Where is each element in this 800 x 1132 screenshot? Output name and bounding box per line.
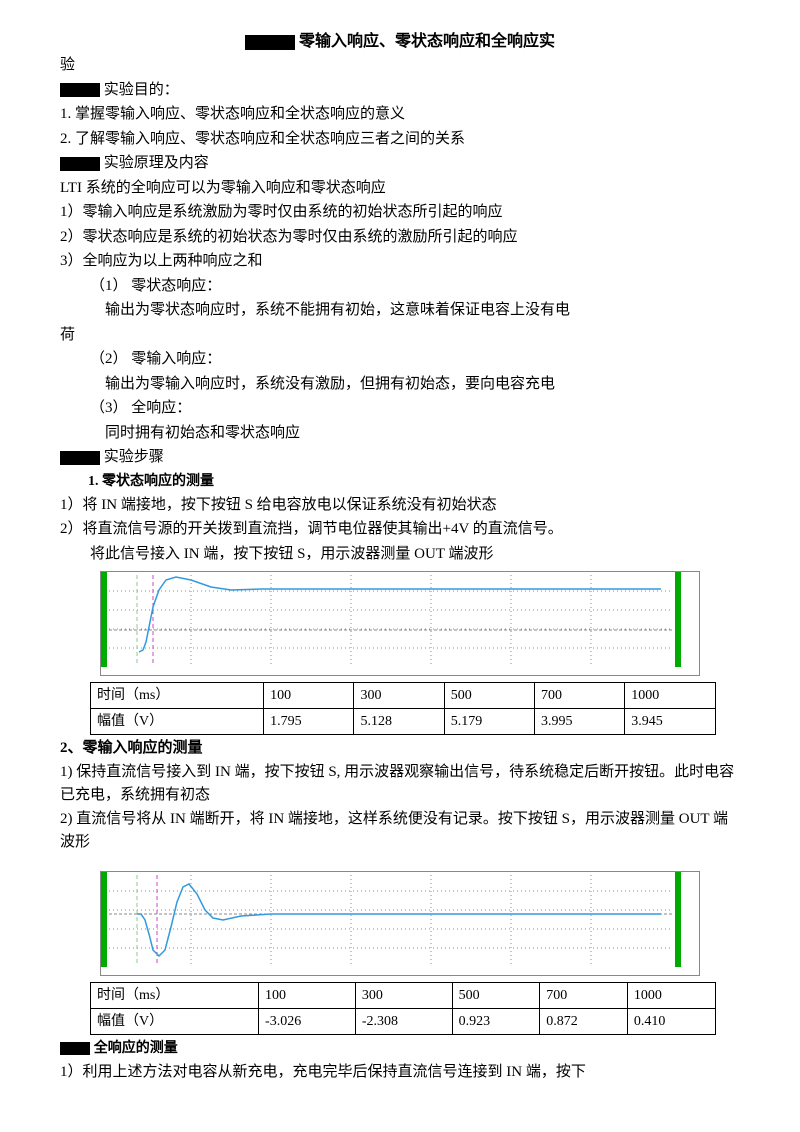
td: 3.945	[625, 708, 715, 734]
table-row: 幅值（V） 1.795 5.128 5.179 3.995 3.945	[91, 708, 716, 734]
td: -3.026	[259, 1008, 356, 1034]
section4-step2: 2) 直流信号将从 IN 端断开，将 IN 端接地，这样系统便没有记录。按下按钮…	[60, 808, 740, 853]
td: 5.128	[354, 708, 444, 734]
td: 0.410	[627, 1008, 715, 1034]
steps-sub1-title: 1. 零状态响应的测量	[60, 471, 740, 492]
redacted-block	[60, 83, 100, 97]
title-line: 零输入响应、零状态响应和全响应实	[60, 30, 740, 54]
th: 500	[444, 682, 534, 708]
th: 时间（ms）	[91, 682, 264, 708]
heading-text: 实验目的：	[104, 82, 179, 98]
td: 幅值（V）	[91, 1008, 259, 1034]
th: 700	[540, 982, 628, 1008]
section-principle-heading: 实验原理及内容	[60, 152, 740, 175]
td: 1.795	[264, 708, 354, 734]
th: 300	[355, 982, 452, 1008]
steps-sub1-step1: 1）将 IN 端接地，按下按钮 S 给电容放电以保证系统没有初始状态	[60, 494, 740, 517]
redacted-block	[60, 1042, 90, 1055]
td: 幅值（V）	[91, 708, 264, 734]
th: 500	[452, 982, 540, 1008]
principle-line2: 1）零输入响应是系统激励为零时仅由系统的初始状态所引起的响应	[60, 201, 740, 224]
redacted-block	[60, 451, 100, 465]
data-table-2: 时间（ms） 100 300 500 700 1000 幅值（V） -3.026…	[90, 982, 716, 1035]
data-table-1: 时间（ms） 100 300 500 700 1000 幅值（V） 1.795 …	[90, 682, 716, 735]
heading-text: 实验原理及内容	[104, 155, 209, 171]
section4-step1: 1) 保持直流信号接入到 IN 端，按下按钮 S, 用示波器观察输出信号，待系统…	[60, 761, 740, 806]
section4-title: 2、零输入响应的测量	[60, 737, 740, 760]
th: 1000	[627, 982, 715, 1008]
section-steps-heading: 实验步骤	[60, 446, 740, 469]
oscilloscope-chart-2	[100, 871, 700, 976]
title-text: 零输入响应、零状态响应和全响应实	[299, 33, 555, 50]
td: -2.308	[355, 1008, 452, 1034]
heading-text: 实验步骤	[104, 449, 164, 465]
principle-line1: LTI 系统的全响应可以为零输入响应和零状态响应	[60, 177, 740, 200]
section-purpose-heading: 实验目的：	[60, 79, 740, 102]
sub3-head: （3） 全响应：	[60, 397, 740, 420]
sub1-body1: 输出为零状态响应时，系统不能拥有初始，这意味着保证电容上没有电	[60, 299, 740, 322]
steps-sub1-step2: 2）将直流信号源的开关拨到直流挡，调节电位器使其输出+4V 的直流信号。	[60, 518, 740, 541]
principle-line3: 2）零状态响应是系统的初始状态为零时仅由系统的激励所引起的响应	[60, 226, 740, 249]
sub2-body: 输出为零输入响应时，系统没有激励，但拥有初始态，要向电容充电	[60, 373, 740, 396]
td: 3.995	[535, 708, 625, 734]
sub1-body2: 荷	[60, 324, 740, 347]
redacted-block	[245, 35, 295, 50]
purpose-item1: 1. 掌握零输入响应、零状态响应和全状态响应的意义	[60, 103, 740, 126]
th: 时间（ms）	[91, 982, 259, 1008]
sub3-body: 同时拥有初始态和零状态响应	[60, 422, 740, 445]
th: 100	[264, 682, 354, 708]
chart2-svg	[101, 872, 681, 967]
table-row: 幅值（V） -3.026 -2.308 0.923 0.872 0.410	[91, 1008, 716, 1034]
redacted-block	[60, 157, 100, 171]
section5-heading: 全响应的测量	[60, 1037, 740, 1060]
section5-step1: 1）利用上述方法对电容从新充电，充电完毕后保持直流信号连接到 IN 端，按下	[60, 1061, 740, 1084]
principle-line4: 3）全响应为以上两种响应之和	[60, 250, 740, 273]
sub1-head: （1） 零状态响应：	[60, 275, 740, 298]
oscilloscope-chart-1	[100, 571, 700, 676]
table-row: 时间（ms） 100 300 500 700 1000	[91, 982, 716, 1008]
td: 5.179	[444, 708, 534, 734]
sub2-head: （2） 零输入响应：	[60, 348, 740, 371]
title-cont: 验	[60, 54, 740, 77]
purpose-item2: 2. 了解零输入响应、零状态响应和全状态响应三者之间的关系	[60, 128, 740, 151]
th: 100	[259, 982, 356, 1008]
th: 700	[535, 682, 625, 708]
td: 0.923	[452, 1008, 540, 1034]
section5-title: 全响应的测量	[94, 1041, 178, 1056]
steps-sub1-step2b: 将此信号接入 IN 端，按下按钮 S，用示波器测量 OUT 端波形	[60, 543, 740, 566]
table-row: 时间（ms） 100 300 500 700 1000	[91, 682, 716, 708]
th: 1000	[625, 682, 715, 708]
chart1-svg	[101, 572, 681, 667]
th: 300	[354, 682, 444, 708]
td: 0.872	[540, 1008, 628, 1034]
